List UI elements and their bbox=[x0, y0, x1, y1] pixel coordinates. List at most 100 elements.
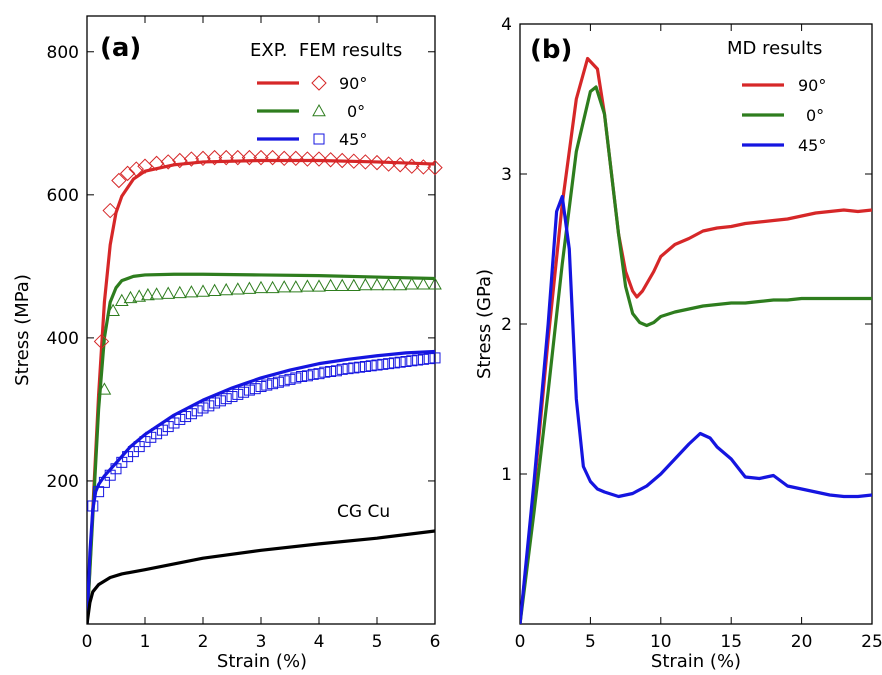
panel-a-triangle-marker bbox=[416, 277, 431, 290]
panel-a-triangle-marker bbox=[172, 285, 187, 299]
panel-a-square-marker bbox=[238, 386, 250, 398]
panel-a-square-marker bbox=[406, 355, 418, 367]
panel-a-triangle-marker bbox=[106, 303, 120, 317]
panel-a-diamond-marker bbox=[392, 157, 408, 173]
panel-a-legend-header: EXP. FEM results bbox=[250, 40, 402, 61]
panel-a-square-marker bbox=[412, 354, 424, 366]
panel-b-y-tick-label: 2 bbox=[501, 315, 512, 335]
panel-a-square-marker bbox=[191, 405, 203, 417]
panel-a-square-marker bbox=[354, 361, 366, 373]
panel-a-diamond-marker bbox=[253, 149, 269, 166]
panel-a-square-marker bbox=[371, 359, 383, 371]
panel-a-square-marker bbox=[255, 381, 267, 393]
panel-b-legend: 90° 0° 45° bbox=[742, 76, 826, 155]
panel-a-square-marker bbox=[93, 486, 105, 498]
panel-a-diamond-marker bbox=[404, 158, 420, 174]
panel-a-triangle-marker bbox=[207, 283, 222, 296]
panel-a-label: (a) bbox=[100, 33, 141, 63]
panel-a-plot-area bbox=[87, 149, 443, 624]
panel-a-square-marker bbox=[301, 370, 313, 382]
panel-a-square-marker bbox=[87, 500, 99, 512]
panel-a-diamond-marker bbox=[183, 151, 200, 167]
panel-a-square-marker bbox=[243, 384, 255, 396]
panel-a-square-marker bbox=[348, 362, 360, 374]
panel-a-triangle-marker bbox=[370, 277, 384, 291]
panel-a-square-marker bbox=[394, 356, 406, 368]
panel-a-square-marker bbox=[278, 375, 290, 387]
panel-a-triangle-marker bbox=[265, 280, 280, 294]
panel-a-ticks: 0 1 2 3 4 5 6 200 400 600 800 bbox=[47, 16, 440, 652]
panel-b-plot-area bbox=[520, 56, 872, 624]
panel-a-frame bbox=[86, 15, 436, 625]
panel-a-square-marker bbox=[185, 408, 197, 420]
panel-a-legend-diamond-marker bbox=[311, 75, 327, 91]
panel-a-triangle-marker bbox=[219, 282, 234, 296]
panel-a-triangle-marker bbox=[123, 290, 138, 304]
panel-a-triangle-marker bbox=[393, 277, 408, 291]
panel-a-square-marker bbox=[104, 469, 116, 481]
panel-a-diamond-marker bbox=[128, 161, 145, 177]
panel-a-x-tick-label: 5 bbox=[372, 632, 383, 652]
panel-a-diamond-marker bbox=[218, 149, 234, 166]
panel-a-square-marker bbox=[423, 353, 435, 365]
panel-b-x-tick-label: 0 bbox=[515, 632, 526, 652]
panel-a-square-marker bbox=[209, 397, 221, 409]
panel-a-legend-triangle-marker bbox=[312, 103, 326, 117]
panel-a-triangle-marker bbox=[288, 280, 303, 293]
panel-a-square-marker bbox=[336, 363, 348, 375]
panel-a-diamond-marker bbox=[276, 150, 292, 167]
panel-a-triangle-marker bbox=[404, 277, 419, 290]
panel-a-triangle-marker bbox=[312, 279, 326, 292]
panel-a-square-marker bbox=[214, 395, 226, 407]
panel-a-diamond-marker bbox=[230, 149, 246, 166]
panel-a-diamond-marker bbox=[148, 155, 165, 172]
panel-b-y-tick-label: 4 bbox=[501, 15, 512, 35]
panel-a-triangle-marker bbox=[184, 285, 199, 298]
panel-a-diamond-marker bbox=[334, 152, 350, 169]
panel-a-square-marker bbox=[116, 456, 128, 468]
panel-a-series-45-line bbox=[87, 349, 435, 624]
panel-a-square-marker bbox=[365, 360, 377, 372]
panel-a-diamond-marker bbox=[288, 150, 304, 167]
panel-a-y-tick-label: 800 bbox=[47, 43, 79, 63]
panel-a-triangle-marker bbox=[300, 279, 315, 292]
panel-a-diamond-marker bbox=[102, 202, 118, 219]
panel-a-square-marker bbox=[180, 411, 192, 423]
panel-a-series-0-line bbox=[87, 272, 435, 624]
panel-b-x-axis-title: Strain (%) bbox=[651, 651, 741, 672]
panel-a-diamond-marker bbox=[357, 154, 374, 170]
panel-a-square-marker bbox=[429, 352, 441, 364]
panel-a-triangle-marker bbox=[132, 289, 147, 302]
panel-a-square-marker bbox=[313, 368, 325, 380]
panel-a-triangle-marker bbox=[346, 278, 361, 291]
panel-a-square-marker bbox=[151, 428, 163, 440]
panel-a-series-90-line bbox=[87, 158, 435, 624]
panel-a-diamond-marker bbox=[369, 154, 385, 171]
panel-b-series-90-line bbox=[520, 56, 872, 624]
panel-a-x-tick-label: 4 bbox=[314, 632, 325, 652]
panel-a-square-marker bbox=[98, 476, 110, 488]
panel-a-square-marker bbox=[197, 402, 209, 414]
panel-b-x-tick-label: 25 bbox=[861, 632, 882, 652]
panel-a-diamond-marker bbox=[346, 153, 362, 169]
panel-a-diamond-marker bbox=[119, 165, 136, 182]
panel-b: 0 5 10 15 20 25 1 2 3 4 (b) MD results 90° 0° 45° S… bbox=[474, 15, 882, 672]
panel-a-square-marker bbox=[261, 379, 273, 391]
panel-a-diamond-marker bbox=[206, 149, 223, 166]
panel-a-diamond-marker bbox=[93, 333, 110, 350]
panel-a-diamond-marker bbox=[172, 152, 188, 169]
panel-b-x-tick-label: 5 bbox=[585, 632, 596, 652]
panel-a-square-marker bbox=[249, 383, 261, 395]
panel-a-triangle-marker bbox=[277, 280, 292, 293]
panel-a-legend: 90° 0° 45° bbox=[257, 74, 367, 149]
panel-a-x-axis-title: Strain (%) bbox=[217, 651, 307, 672]
panel-b-series-0-line bbox=[520, 85, 872, 624]
panel-b-series-45-line bbox=[520, 194, 872, 624]
panel-b-y-tick-label: 1 bbox=[501, 465, 512, 485]
panel-a-square-marker bbox=[168, 417, 180, 429]
panel-a-y-axis-title: Stress (MPa) bbox=[12, 274, 33, 386]
panel-a-square-marker bbox=[417, 353, 429, 365]
panel-a-square-marker bbox=[110, 463, 122, 475]
panel-a-x-tick-label: 2 bbox=[198, 632, 209, 652]
